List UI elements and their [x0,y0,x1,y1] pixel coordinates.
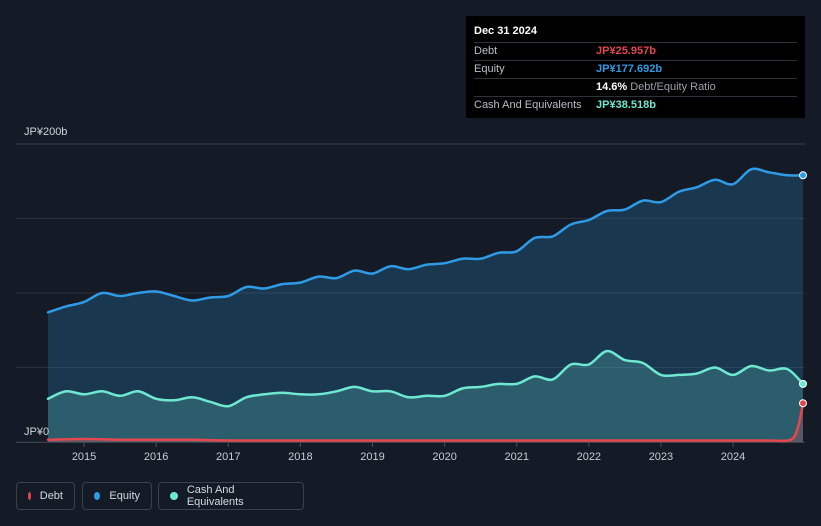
equity-area [48,168,803,442]
x-tick-label-2022: 2022 [577,451,601,463]
tooltip-debt-label: Debt [474,45,498,57]
x-tick-label-2015: 2015 [72,451,96,463]
equity-legend-dot-icon [94,492,101,500]
x-tick-label-2023: 2023 [649,451,673,463]
tooltip-row-equity: Equity JP¥177.692b [474,60,797,78]
legend-item-equity[interactable]: Equity [82,482,152,510]
tooltip-row-debt: Debt JP¥25.957b [474,42,797,60]
legend-item-cash[interactable]: Cash And Equivalents [158,482,304,510]
tooltip-ratio-value: 14.6% [596,81,628,93]
tooltip-date: Dec 31 2024 [474,25,537,37]
tooltip-row-cash: Cash And Equivalents JP¥38.518b [474,96,797,114]
y-axis-max-label: JP¥200b [24,126,67,138]
tooltip-row-ratio: 14.6% Debt/Equity Ratio [474,78,797,96]
tooltip-debt-value: JP¥25.957b [596,45,656,57]
cash-and-equivalents-end-point [799,379,807,388]
debt-line [46,402,805,443]
y-axis-min-label: JP¥0 [24,426,49,438]
cash-legend-dot-icon [170,492,178,500]
equity-line [46,167,805,314]
legend-cash-label: Cash And Equivalents [186,484,244,508]
tooltip-equity-label: Equity [474,63,505,75]
legend-equity-label: Equity [109,490,140,502]
end-markers [799,171,807,408]
data-tooltip: Dec 31 2024 Debt JP¥25.957b Equity JP¥17… [466,16,805,118]
debt-end-point [799,399,807,408]
tooltip-cash-label: Cash And Equivalents [474,99,582,111]
equity-end-point [799,171,807,180]
series-lines [46,167,805,443]
x-tick-label-2020: 2020 [432,451,456,463]
debt-legend-dot-icon [28,492,31,500]
x-tick-label-2024: 2024 [721,451,745,463]
legend-item-debt[interactable]: Debt [16,482,75,510]
tooltip-ratio-label [474,79,596,96]
x-tick-label-2021: 2021 [504,451,528,463]
x-tick-label-2016: 2016 [144,451,168,463]
x-tick-label-2019: 2019 [360,451,384,463]
tooltip-equity-value: JP¥177.692b [596,63,663,75]
cash-and-equivalents-line [46,349,805,408]
legend-debt-label: Debt [39,490,63,502]
tooltip-cash-value: JP¥38.518b [596,99,656,111]
tooltip-ratio-suffix: Debt/Equity Ratio [630,81,716,93]
x-tick-label-2017: 2017 [216,451,240,463]
x-axis-ticks: 2015 2016 2017 2018 2019 2020 2021 2022 2023 2024 [72,442,745,463]
x-tick-label-2018: 2018 [288,451,312,463]
